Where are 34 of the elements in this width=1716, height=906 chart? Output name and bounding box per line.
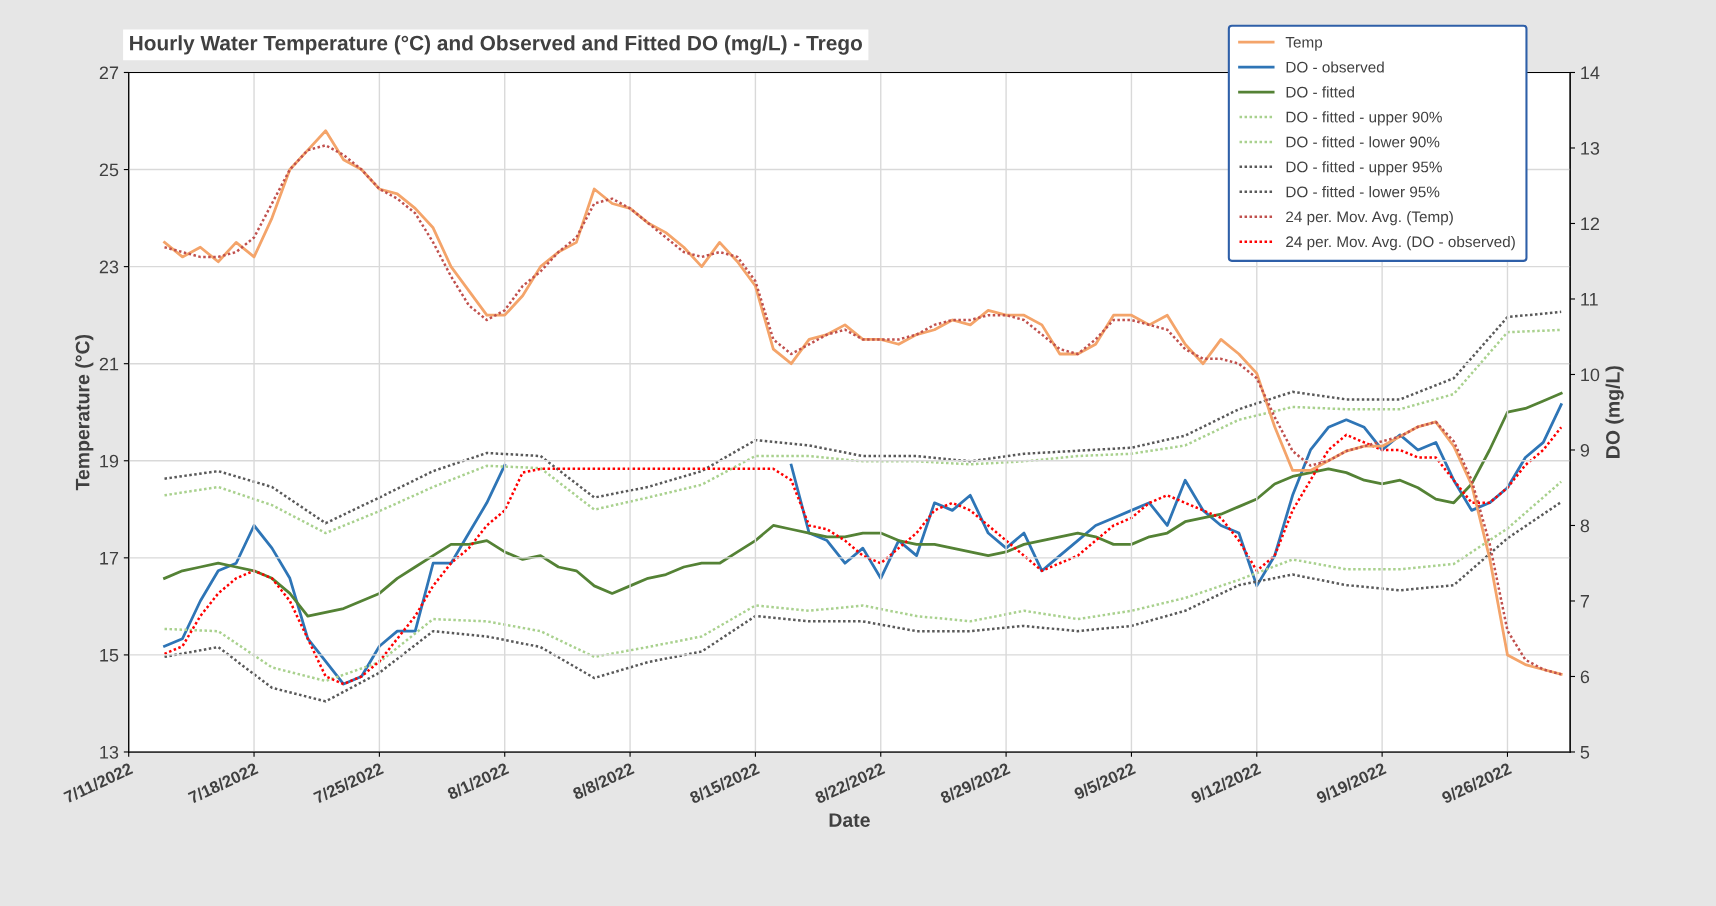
y-tick-label: 21 xyxy=(99,357,119,371)
y2-tick-label: 9 xyxy=(1580,443,1590,457)
y2-tick-label: 5 xyxy=(1580,746,1590,759)
legend-label: DO - fitted - upper 90% xyxy=(1286,111,1442,126)
y2-tick-label: 13 xyxy=(1581,141,1600,155)
y-tick-label: 25 xyxy=(99,163,119,177)
legend-label: DO - fitted - lower 95% xyxy=(1286,186,1440,198)
y2-tick-label: 11 xyxy=(1581,293,1598,306)
legend-label: 24 per. Mov. Avg. (DO - observed) xyxy=(1286,235,1515,251)
line-series xyxy=(163,500,1563,703)
y2-tick-label: 14 xyxy=(1581,66,1600,80)
y2-tick-label: 6 xyxy=(1580,670,1590,684)
chart-title: Hourly Water Temperature (°C) and Observed and Fitted DO (mg/L) - Trego xyxy=(130,35,862,55)
legend-label: DO - fitted - upper 95% xyxy=(1286,161,1442,176)
y2-tick-label: 10 xyxy=(1581,368,1600,382)
y-tick-label: 27 xyxy=(99,66,119,80)
y-axis-title: Temperature (°C) xyxy=(75,334,94,491)
y2-tick-label: 8 xyxy=(1580,519,1590,533)
y-tick-label: 17 xyxy=(100,551,119,565)
y2-tick-label: 7 xyxy=(1580,595,1589,608)
legend-label: DO - fitted - lower 90% xyxy=(1286,136,1440,148)
line-series xyxy=(163,391,1563,618)
line-series xyxy=(163,480,1563,683)
legend-label: DO - observed xyxy=(1286,61,1384,73)
y2-axis-title: DO (mg/L) xyxy=(1605,366,1624,458)
y2-tick-label: 12 xyxy=(1581,217,1600,231)
y-tick-label: 19 xyxy=(100,454,119,468)
legend-label: Temp xyxy=(1285,37,1323,51)
legend-label: DO - fitted xyxy=(1286,86,1354,98)
x-axis-title: Date xyxy=(829,813,870,827)
legend-label: 24 per. Mov. Avg. (Temp) xyxy=(1286,211,1453,226)
y-tick-label: 13 xyxy=(100,745,119,759)
y-tick-label: 23 xyxy=(99,260,119,274)
y-tick-label: 15 xyxy=(100,649,119,662)
